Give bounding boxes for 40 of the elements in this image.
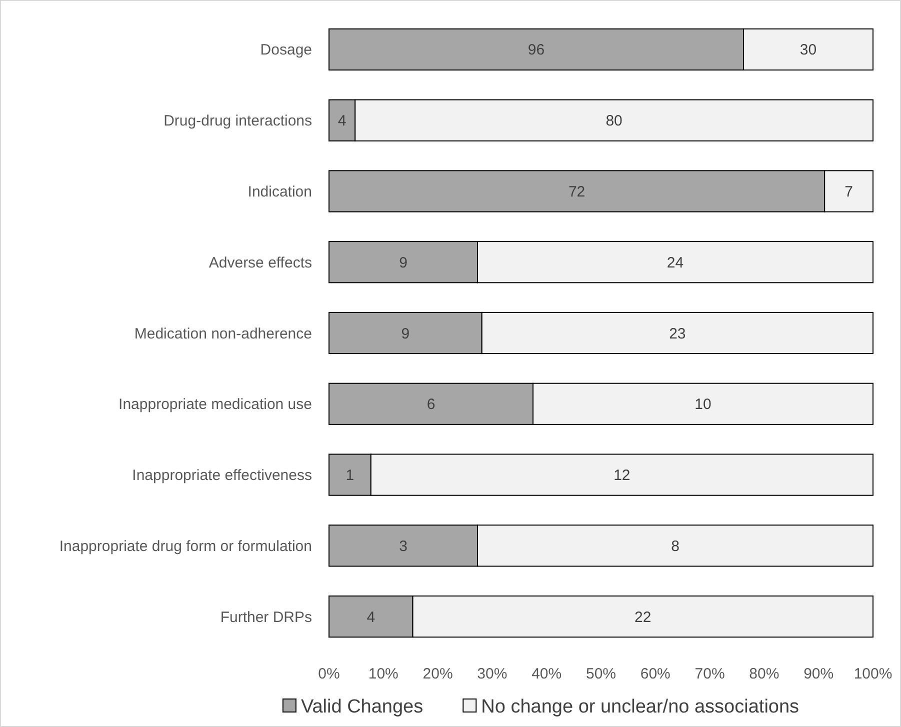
annotation: 22 bbox=[634, 608, 652, 626]
annotation: 30 bbox=[800, 42, 817, 59]
x-tick-label: 20% bbox=[422, 665, 453, 682]
x-tick-label: 100% bbox=[854, 665, 892, 682]
y-tick-label: Further DRPs bbox=[220, 608, 312, 626]
x-tick-label: 30% bbox=[477, 665, 508, 682]
annotation: 4 bbox=[366, 608, 376, 626]
x-tick-label: 60% bbox=[640, 665, 670, 682]
x-tick-label: 80% bbox=[749, 665, 780, 682]
annotation: 8 bbox=[671, 538, 680, 555]
annotation: 7 bbox=[844, 183, 853, 200]
legend-label: Valid Changes bbox=[300, 696, 424, 718]
annotation: 80 bbox=[606, 112, 622, 130]
y-tick-label: Inappropriate drug form or formulation bbox=[59, 538, 312, 555]
y-tick-label: Dosage bbox=[260, 42, 312, 59]
annotation: 3 bbox=[399, 538, 408, 555]
annotation: 96 bbox=[528, 42, 545, 59]
annotation: 12 bbox=[614, 467, 630, 484]
annotation: 4 bbox=[338, 112, 346, 130]
y-tick-label: Indication bbox=[248, 183, 312, 200]
x-tick-label: 0% bbox=[318, 665, 340, 682]
annotation: 23 bbox=[669, 325, 686, 342]
y-tick-label: Inappropriate medication use bbox=[118, 396, 312, 414]
x-tick-label: 70% bbox=[694, 665, 725, 682]
y-tick-label: Medication non-adherence bbox=[134, 325, 312, 342]
annotation: 24 bbox=[666, 254, 684, 272]
legend-label: No change or unclear/no associations bbox=[481, 696, 800, 718]
x-tick-label: 40% bbox=[532, 665, 562, 682]
y-tick-label: Drug-drug interactions bbox=[164, 112, 312, 130]
x-tick-label: 10% bbox=[368, 665, 398, 682]
y-tick-label: Inappropriate effectiveness bbox=[132, 467, 312, 484]
y-tick-label: Adverse effects bbox=[208, 254, 312, 272]
x-tick-label: 50% bbox=[586, 665, 616, 682]
x-tick-label: 90% bbox=[804, 665, 834, 682]
annotation: 72 bbox=[568, 183, 586, 200]
annotation: 6 bbox=[426, 396, 436, 414]
annotation: 9 bbox=[401, 325, 410, 342]
annotation: 1 bbox=[346, 467, 354, 484]
annotation: 10 bbox=[694, 396, 712, 414]
annotation: 9 bbox=[399, 254, 408, 272]
